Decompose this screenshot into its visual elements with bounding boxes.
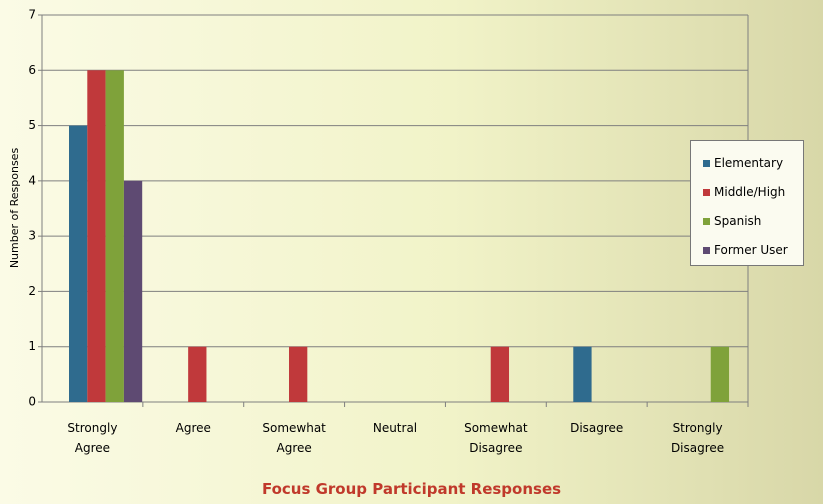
- bar: [490, 346, 510, 402]
- bar: [105, 70, 124, 403]
- bar: [87, 70, 106, 403]
- y-tick-label: 1: [28, 339, 36, 353]
- bar: [573, 346, 592, 402]
- y-tick-label: 0: [28, 395, 36, 409]
- bar: [69, 125, 88, 403]
- y-tick-label: 7: [28, 8, 36, 22]
- legend-item: Elementary: [703, 149, 803, 178]
- legend-item: Former User: [703, 236, 803, 265]
- y-axis-label: Number of Responses: [8, 148, 21, 269]
- bar: [123, 180, 143, 402]
- legend-swatch: [703, 218, 710, 225]
- y-tick-label: 2: [28, 284, 36, 298]
- y-tick-label: 3: [28, 229, 36, 243]
- x-tick-label: Somewhat Disagree: [464, 421, 528, 455]
- x-tick-label: Somewhat Agree: [262, 421, 326, 455]
- bar: [710, 346, 730, 402]
- x-tick-label: Neutral: [372, 421, 418, 435]
- legend-label: Former User: [714, 243, 788, 257]
- y-tick-label: 5: [28, 118, 36, 132]
- chart-title: Focus Group Participant Responses: [261, 480, 562, 498]
- legend-swatch: [703, 247, 710, 254]
- legend-swatch: [703, 160, 710, 167]
- x-tick-label: Disagree: [570, 421, 624, 435]
- legend-label: Elementary: [714, 156, 784, 170]
- legend-label: Spanish: [714, 214, 762, 228]
- x-tick-label: Strongly Disagree: [670, 421, 725, 455]
- y-tick-label: 6: [28, 63, 36, 77]
- legend-item: Middle/High: [703, 178, 803, 207]
- legend-item: Spanish: [703, 207, 803, 236]
- legend-label: Middle/High: [714, 185, 786, 199]
- legend-swatch: [703, 189, 710, 196]
- x-tick-label: Agree: [175, 421, 211, 435]
- x-tick-label: Strongly Agree: [67, 421, 118, 455]
- bar: [188, 346, 207, 402]
- bar: [289, 346, 308, 402]
- legend: Elementary Middle/High Spanish Former User: [690, 140, 804, 266]
- y-tick-label: 4: [28, 173, 36, 187]
